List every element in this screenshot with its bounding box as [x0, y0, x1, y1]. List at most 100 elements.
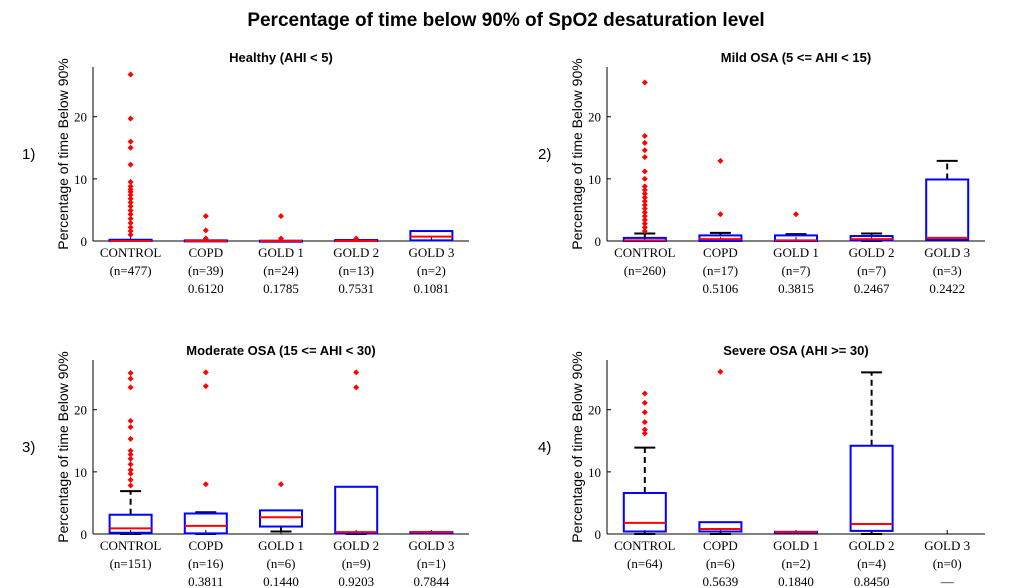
x-tick-label: GOLD 3: [408, 245, 454, 260]
outlier-point: [717, 157, 724, 164]
group-count-label: (n=9): [342, 556, 371, 571]
outlier-point: [202, 369, 209, 376]
box: [259, 509, 303, 528]
outlier-point: [353, 384, 360, 391]
outlier-point: [127, 417, 134, 424]
outlier-point: [641, 216, 648, 223]
panel-title: Healthy (AHI < 5): [229, 50, 333, 65]
outlier-point: [127, 461, 134, 468]
p-value-label: 0.7844: [414, 574, 450, 588]
box: [183, 512, 228, 535]
group-count-label: (n=1): [417, 556, 446, 571]
x-tick-label: GOLD 3: [924, 538, 970, 553]
outlier-point: [127, 370, 134, 377]
x-tick-label: GOLD 1: [258, 245, 304, 260]
outlier-point: [641, 132, 648, 139]
outlier-point: [127, 215, 134, 222]
outlier-point: [278, 213, 284, 220]
outlier-point: [127, 161, 134, 168]
outlier-point: [641, 419, 648, 426]
outlier-point: [641, 409, 648, 416]
p-value-label: 0.5106: [703, 281, 739, 296]
outlier-point: [641, 399, 648, 406]
y-tick-label: 10: [74, 172, 87, 187]
y-tick-label: 0: [81, 234, 88, 249]
outlier-point: [278, 481, 284, 488]
p-value-label: 0.8450: [854, 574, 890, 588]
p-value-label: 0.1840: [778, 574, 814, 588]
group-count-label: (n=260): [624, 263, 666, 278]
panel-label: 4): [538, 439, 551, 456]
box: [334, 485, 379, 535]
outlier-point: [127, 144, 134, 151]
panel-1: 1) Healthy (AHI < 5) Percentage of time Be…: [22, 50, 469, 296]
outlier-point: [127, 470, 134, 477]
outlier-point: [641, 194, 648, 201]
p-value-label: 0.2422: [929, 281, 965, 296]
outlier-point: [641, 220, 648, 227]
outlier-point: [641, 175, 648, 182]
outlier-point: [127, 451, 134, 458]
outlier-point: [127, 115, 134, 122]
outlier-point: [641, 154, 648, 161]
group-count-label: (n=7): [857, 263, 886, 278]
outlier-point: [127, 455, 134, 462]
outlier-point: [127, 231, 134, 238]
group-count-label: (n=477): [110, 263, 152, 278]
group-count-label: (n=2): [417, 263, 446, 278]
outlier-point: [641, 228, 648, 235]
y-tick-label: 10: [588, 172, 601, 187]
outlier-point: [127, 178, 134, 185]
outlier-point: [641, 201, 648, 208]
outlier-point: [127, 384, 134, 391]
outlier-point: [641, 390, 648, 397]
panel-2: 2) Mild OSA (5 <= AHI < 15) Percentage of …: [538, 50, 985, 296]
x-tick-label: GOLD 1: [258, 538, 304, 553]
outlier-point: [353, 369, 360, 376]
outlier-point: [641, 430, 648, 437]
box: [622, 491, 667, 533]
x-tick-label: CONTROL: [100, 245, 161, 260]
outlier-point: [353, 235, 360, 242]
outlier-point: [127, 199, 134, 206]
p-value-label: 0.7531: [338, 281, 374, 296]
y-tick-label: 20: [588, 110, 601, 125]
y-axis-label: Percentage of time Below 90%: [55, 351, 71, 542]
p-value-label: 0.3811: [188, 574, 223, 588]
p-value-label: —: [940, 574, 955, 588]
group-count-label: (n=151): [110, 556, 152, 571]
box: [698, 521, 743, 533]
panel-label: 2): [538, 146, 551, 163]
figure-title: Percentage of time below 90% of SpO2 des…: [247, 10, 764, 31]
x-tick-label: GOLD 1: [773, 538, 819, 553]
x-tick-label: COPD: [188, 538, 223, 553]
panel-title: Mild OSA (5 <= AHI < 15): [721, 50, 871, 65]
box: [108, 513, 153, 534]
outlier-point: [127, 375, 134, 382]
group-count-label: (n=4): [857, 556, 886, 571]
y-tick-label: 20: [74, 110, 87, 125]
outlier-point: [127, 138, 134, 145]
outlier-point: [641, 187, 648, 194]
group-count-label: (n=13): [338, 263, 374, 278]
outlier-point: [127, 203, 134, 210]
x-tick-label: COPD: [703, 245, 738, 260]
outlier-point: [202, 235, 209, 242]
x-tick-label: CONTROL: [100, 538, 161, 553]
x-tick-label: GOLD 2: [849, 538, 895, 553]
outlier-point: [127, 211, 134, 218]
p-value-label: 0.1440: [263, 574, 299, 588]
y-tick-label: 10: [74, 465, 87, 480]
outlier-point: [641, 198, 648, 205]
x-tick-label: GOLD 1: [773, 245, 819, 260]
outlier-point: [127, 482, 134, 489]
outlier-point: [793, 211, 799, 218]
p-value-label: 0.1785: [263, 281, 299, 296]
group-count-label: (n=6): [267, 556, 296, 571]
group-count-label: (n=0): [933, 556, 962, 571]
p-value-label: 0.3815: [778, 281, 814, 296]
p-value-label: 0.6120: [188, 281, 224, 296]
y-tick-label: 10: [588, 465, 601, 480]
outlier-point: [278, 235, 284, 242]
